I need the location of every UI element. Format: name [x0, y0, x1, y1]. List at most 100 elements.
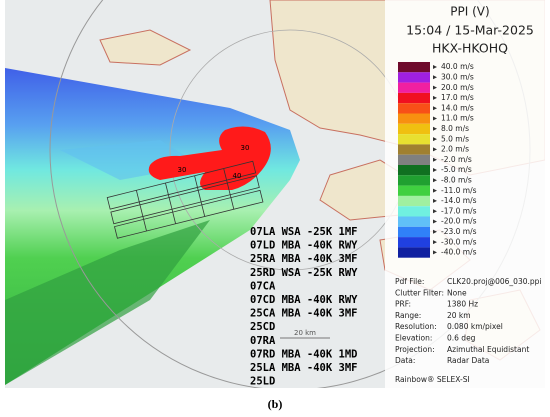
- info-value: CLK20.proj@006_030.ppi: [447, 277, 541, 286]
- legend-swatch: [398, 134, 430, 145]
- legend-swatch: [398, 123, 430, 135]
- footer: Rainbow® SELEX-SI: [395, 375, 470, 384]
- legend-marker: [433, 65, 437, 69]
- runway-note: 07CA: [250, 280, 276, 292]
- runway-note: 07LD MBA -40K RWY: [250, 240, 358, 252]
- legend-label: -14.0 m/s: [441, 196, 477, 205]
- legend: 40.0 m/s 30.0 m/s20.0 m/s17.0 m/s14.0 m/s…: [398, 62, 477, 258]
- info-key: PRF:: [395, 300, 411, 309]
- legend-label: -17.0 m/s: [441, 206, 477, 215]
- info-value: 0.080 km/pixel: [447, 322, 503, 331]
- legend-marker: [433, 116, 437, 121]
- legend-marker: [433, 75, 437, 80]
- wind-shear-blob: [148, 126, 271, 190]
- legend-label: 20.0 m/s: [441, 83, 474, 92]
- legend-label: -23.0 m/s: [441, 227, 477, 236]
- runway-note: 07CD MBA -40K RWY: [250, 294, 358, 306]
- info-value: None: [447, 288, 467, 297]
- scale-label: 20 km: [294, 329, 316, 337]
- info-value: 20 km: [447, 311, 471, 320]
- legend-label: -11.0 m/s: [441, 186, 477, 195]
- legend-swatch: [398, 226, 430, 238]
- legend-marker: [433, 178, 437, 183]
- legend-label: -40.0 m/s: [441, 248, 477, 257]
- legend-label: 2.0 m/s: [441, 145, 469, 154]
- runway-boxes: [106, 160, 264, 239]
- info-key: Data:: [395, 356, 415, 365]
- runway-note: 07LA WSA -25K 1MF: [250, 226, 357, 238]
- legend-marker: [433, 188, 437, 193]
- legend-label: 40.0 m/s: [441, 62, 474, 71]
- blob-label: 30: [178, 166, 187, 174]
- blob-label: 30: [241, 144, 250, 152]
- legend-marker: [433, 209, 437, 214]
- legend-swatch: [398, 247, 430, 258]
- runway-note: 07RA: [250, 335, 276, 347]
- info-key: Elevation:: [395, 334, 432, 343]
- legend-swatch: [398, 206, 430, 217]
- legend-label: 11.0 m/s: [441, 114, 474, 123]
- legend-marker: [433, 157, 437, 162]
- legend-swatch: [398, 62, 430, 73]
- info-value: 0.6 deg: [447, 334, 476, 343]
- runway-note: 25LD: [250, 376, 275, 388]
- legend-marker: [433, 126, 437, 131]
- legend-swatch: [398, 216, 430, 227]
- info-value: Azimuthal Equidistant: [447, 345, 529, 354]
- legend-label: 17.0 m/s: [441, 93, 474, 102]
- legend-label: -30.0 m/s: [441, 237, 477, 246]
- legend-marker: [433, 219, 437, 224]
- legend-swatch: [398, 165, 430, 176]
- info-key: Clutter Filter:: [395, 288, 444, 297]
- legend-label: 30.0 m/s: [441, 73, 474, 82]
- legend-marker: [433, 106, 437, 111]
- blob-label: 40: [233, 172, 242, 180]
- legend-swatch: [398, 144, 430, 155]
- info-key: Resolution:: [395, 322, 437, 331]
- runway-note: 25RD WSA -25K RWY: [250, 267, 358, 279]
- legend-marker: [433, 229, 437, 234]
- legend-swatch: [398, 92, 430, 104]
- legend-label: 5.0 m/s: [441, 134, 469, 143]
- legend-swatch: [398, 175, 430, 186]
- legend-marker: [433, 85, 437, 90]
- legend-swatch: [398, 82, 430, 93]
- legend-marker: [433, 168, 437, 172]
- legend-marker: [433, 137, 437, 142]
- legend-label: 14.0 m/s: [441, 103, 474, 112]
- legend-label: 8.0 m/s: [441, 124, 469, 133]
- caption: (b): [268, 397, 283, 411]
- runway-note: 25LA MBA -40K 3MF: [250, 362, 357, 374]
- legend-marker: [433, 95, 437, 100]
- info-value: 1380 Hz: [447, 300, 478, 309]
- legend-label: -5.0 m/s: [441, 165, 472, 174]
- panel-title: PPI (V): [450, 5, 489, 19]
- info-value: Radar Data: [447, 356, 489, 365]
- legend-swatch: [398, 103, 430, 114]
- legend-label: -20.0 m/s: [441, 217, 477, 226]
- legend-marker: [433, 198, 437, 203]
- legend-swatch: [398, 237, 430, 248]
- legend-marker: [433, 147, 437, 152]
- panel-station: HKX-HKOHQ: [432, 41, 508, 56]
- legend-marker: [433, 240, 437, 245]
- legend-swatch: [398, 195, 430, 207]
- island: [99, 29, 192, 66]
- info-key: Range:: [395, 311, 421, 320]
- runway-note: 25RA MBA -40K 3MF: [250, 253, 357, 265]
- legend-swatch: [398, 154, 430, 165]
- legend-swatch: [398, 113, 430, 124]
- panel-datetime: 15:04 / 15-Mar-2025: [406, 23, 534, 38]
- legend-label: -2.0 m/s: [441, 155, 472, 164]
- info-key: Projection:: [395, 345, 435, 354]
- legend-label: -8.0 m/s: [441, 176, 472, 185]
- runway-note: 25CA MBA -40K 3MF: [250, 308, 357, 320]
- info-key: Pdf File:: [395, 277, 424, 286]
- legend-marker: [433, 250, 437, 255]
- runway-note: 25CD: [250, 321, 275, 333]
- legend-swatch: [398, 185, 430, 196]
